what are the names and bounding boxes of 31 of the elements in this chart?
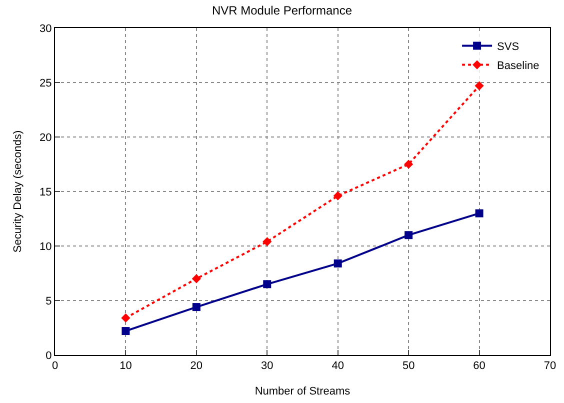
point [334,259,342,268]
x-tick-label: 70 [544,360,556,372]
point [475,209,484,218]
x-tick-label: 20 [190,360,203,372]
y-tick-label: 30 [40,22,52,35]
point [262,237,272,246]
x-tick-label: 50 [402,360,415,372]
y-tick-label: 5 [46,295,52,308]
point [404,160,414,169]
x-tick-label: 30 [261,360,274,372]
point [474,81,484,90]
x-tick-label: 40 [332,360,344,372]
point [404,231,413,240]
point [192,274,201,284]
point [333,191,342,200]
point [192,303,200,312]
x-tick-label: 60 [473,360,486,372]
x-axis-title: Number of Streams [254,385,351,398]
y-tick-label: 10 [40,240,52,253]
y-axis-title: Security Delay (seconds) [12,130,24,253]
point [121,313,130,322]
legend-label: SVS [497,41,520,54]
chart-title: NVR Module Performance [212,3,352,18]
legend-label: Baseline [497,60,540,72]
y-tick-label: 15 [40,186,52,198]
y-tick-label: 0 [46,350,52,362]
point [122,327,130,336]
x-tick-label: 10 [120,360,132,372]
point [263,280,272,288]
y-tick-label: 25 [40,77,52,90]
y-tick-label: 20 [40,132,52,144]
